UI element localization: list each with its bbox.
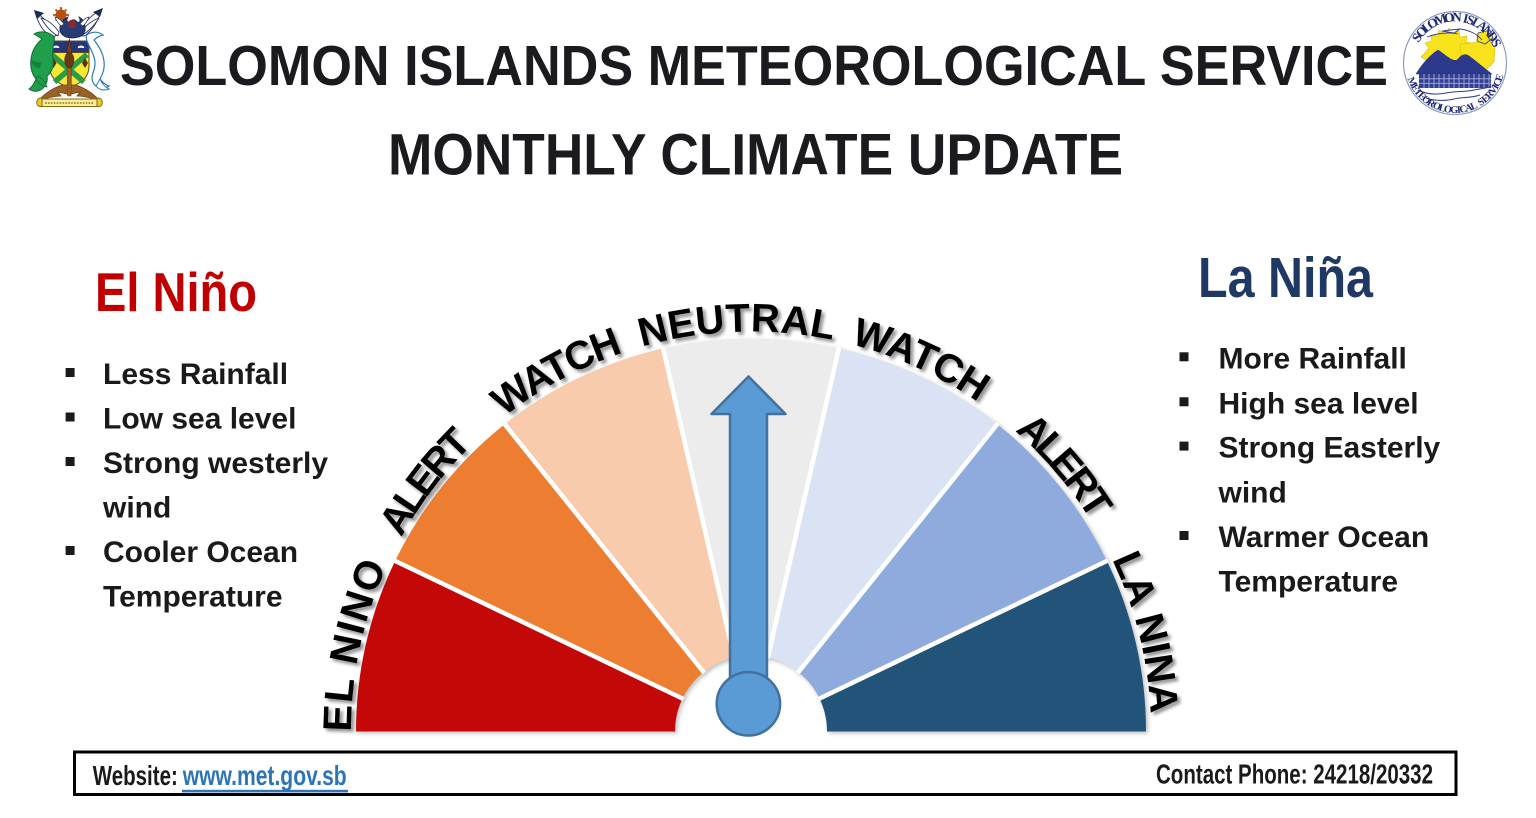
svg-text:I: I [1462, 10, 1471, 26]
svg-text:www.met.gov.sb: www.met.gov.sb [182, 760, 347, 791]
svg-text:L: L [1469, 100, 1480, 113]
svg-text:Website:: Website: [93, 760, 178, 791]
svg-text:Strong Easterly: Strong Easterly [1219, 432, 1441, 465]
svg-text:wind: wind [102, 492, 171, 525]
svg-text:Temperature: Temperature [103, 581, 283, 614]
svg-text:N: N [1452, 10, 1463, 25]
svg-text:Less Rainfall: Less Rainfall [103, 358, 288, 391]
svg-text:Temperature: Temperature [1219, 565, 1399, 598]
svg-text:A: A [1464, 102, 1475, 115]
svg-text:L: L [1437, 102, 1447, 114]
svg-text:E: E [1494, 73, 1507, 83]
svg-text:More Rainfall: More Rainfall [1219, 342, 1407, 375]
svg-text:G: G [1450, 105, 1458, 116]
svg-text:I: I [1456, 105, 1461, 116]
svg-text:Contact Phone: 24218/20332: Contact Phone: 24218/20332 [1156, 759, 1433, 790]
svg-text:wind: wind [1218, 477, 1287, 510]
svg-text:O: O [1443, 104, 1453, 116]
svg-text:La Niña: La Niña [1198, 246, 1374, 310]
svg-text:MONTHLY CLIMATE UPDATE: MONTHLY CLIMATE UPDATE [388, 123, 1123, 188]
svg-text:Strong westerly: Strong westerly [103, 447, 328, 480]
svg-text:El Niño: El Niño [95, 261, 257, 323]
svg-text:O: O [1431, 100, 1443, 113]
svg-text:Low sea level: Low sea level [103, 403, 296, 436]
svg-text:C: C [1491, 77, 1504, 88]
svg-text:I: I [1490, 82, 1502, 91]
svg-text:O: O [1443, 10, 1455, 25]
svg-text:SOLOMON ISLANDS METEOROLOGICAL: SOLOMON ISLANDS METEOROLOGICAL SERVICE [120, 34, 1388, 98]
svg-text:Warmer Ocean: Warmer Ocean [1219, 521, 1430, 554]
svg-text:E: E [1408, 82, 1421, 94]
svg-text:S: S [1476, 96, 1487, 108]
svg-text:M: M [1405, 76, 1419, 90]
svg-text:M: M [1432, 10, 1449, 28]
svg-text:Cooler Ocean: Cooler Ocean [103, 536, 298, 569]
svg-text:High sea level: High sea level [1219, 387, 1419, 420]
svg-text:C: C [1459, 104, 1468, 116]
